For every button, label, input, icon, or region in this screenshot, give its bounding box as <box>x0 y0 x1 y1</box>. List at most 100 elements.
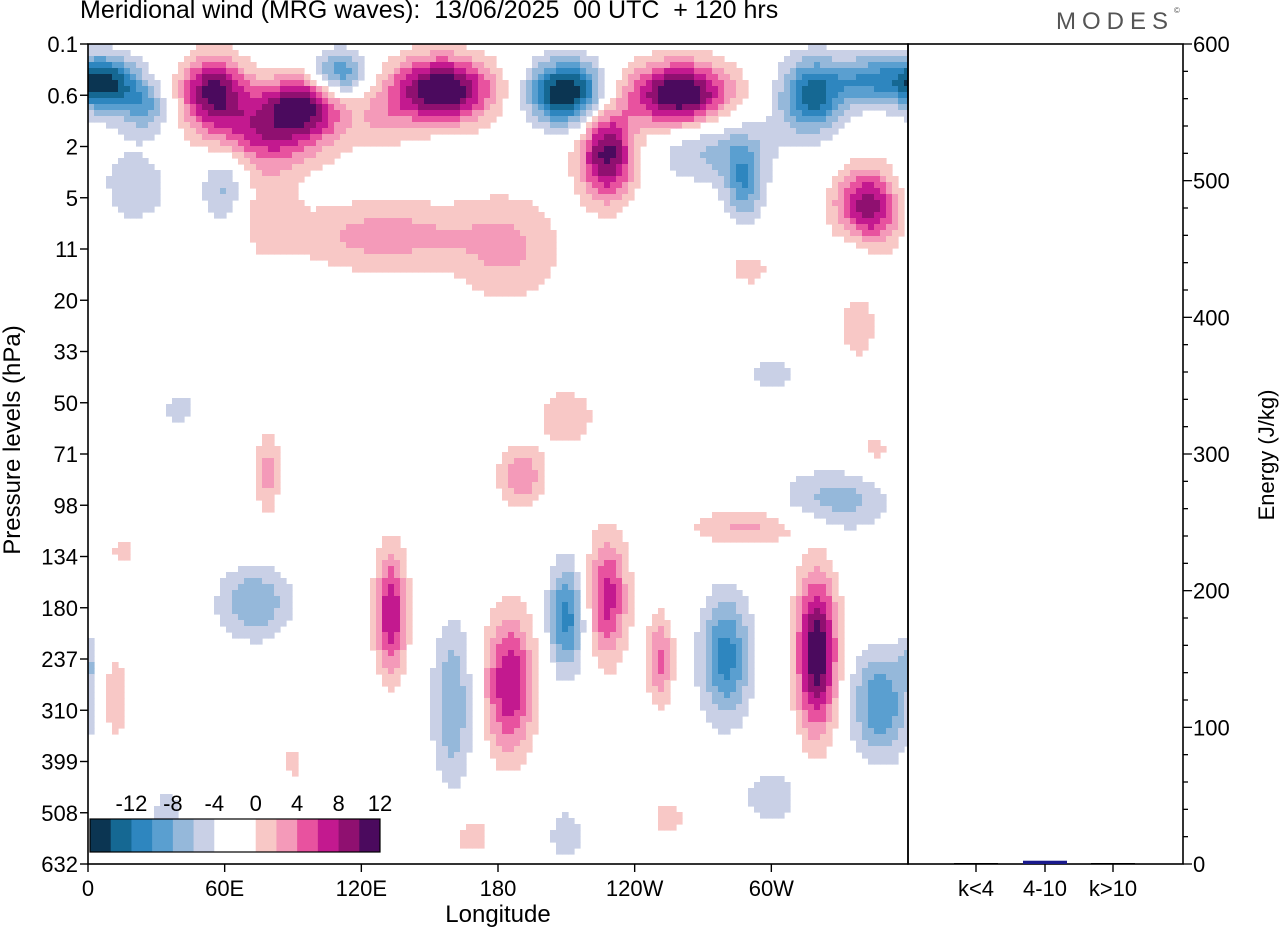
heatmap-cell <box>802 668 809 675</box>
heatmap-cell <box>724 110 731 117</box>
heatmap-cell <box>394 602 401 609</box>
heatmap-cell <box>832 722 839 729</box>
heatmap-cell <box>814 578 821 585</box>
heatmap-cell <box>460 212 467 219</box>
heatmap-cell <box>394 80 401 87</box>
heatmap-cell <box>622 170 629 177</box>
heatmap-cell <box>754 194 761 201</box>
heatmap-cell <box>466 122 473 129</box>
heatmap-cell <box>376 572 383 579</box>
heatmap-cell <box>790 632 797 639</box>
heatmap-cell <box>214 140 221 147</box>
heatmap-cell <box>412 260 419 267</box>
heatmap-cell <box>868 50 875 57</box>
heatmap-cell <box>586 92 593 99</box>
heatmap-cell <box>754 188 761 195</box>
heatmap-cell <box>832 62 839 69</box>
heatmap-cell <box>694 104 701 111</box>
heatmap-cell <box>856 494 863 501</box>
heatmap-cell <box>598 554 605 561</box>
heatmap-cell <box>556 128 563 135</box>
heatmap-cell <box>796 674 803 681</box>
heatmap-cell <box>532 260 539 267</box>
heatmap-cell <box>868 716 875 723</box>
heatmap-cell <box>556 554 563 561</box>
heatmap-cell <box>760 512 767 519</box>
heatmap-cell <box>748 278 755 285</box>
heatmap-cell <box>898 638 905 645</box>
heatmap-cell <box>472 242 479 249</box>
heatmap-cell <box>448 662 455 669</box>
heatmap-cell <box>472 86 479 93</box>
heatmap-cell <box>706 62 713 69</box>
heatmap-cell <box>718 68 725 75</box>
heatmap-cell <box>826 212 833 219</box>
heatmap-cell <box>244 614 251 621</box>
heatmap-cell <box>436 662 443 669</box>
heatmap-cell <box>292 230 299 237</box>
heatmap-cell <box>382 110 389 117</box>
heatmap-cell <box>868 326 875 333</box>
heatmap-cell <box>844 506 851 513</box>
heatmap-cell <box>784 98 791 105</box>
heatmap-cell <box>238 140 245 147</box>
heatmap-cell <box>712 104 719 111</box>
heatmap-cell <box>220 596 227 603</box>
heatmap-cell <box>568 104 575 111</box>
heatmap-cell <box>376 590 383 597</box>
heatmap-cell <box>820 680 827 687</box>
heatmap-cell <box>214 182 221 189</box>
heatmap-cell <box>826 122 833 129</box>
heatmap-cell <box>442 224 449 231</box>
heatmap-cell <box>562 644 569 651</box>
heatmap-cell <box>508 212 515 219</box>
heatmap-cell <box>232 68 239 75</box>
heatmap-cell <box>844 98 851 105</box>
heatmap-cell <box>694 650 701 657</box>
heatmap-cell <box>370 140 377 147</box>
heatmap-cell <box>310 230 317 237</box>
heatmap-cell <box>376 104 383 111</box>
heatmap-cell <box>232 110 239 117</box>
heatmap-cell <box>88 674 95 681</box>
heatmap-cell <box>184 98 191 105</box>
heatmap-cell <box>526 104 533 111</box>
heatmap-cell <box>448 734 455 741</box>
heatmap-cell <box>724 704 731 711</box>
heatmap-cell <box>352 260 359 267</box>
heatmap-cell <box>610 122 617 129</box>
heatmap-cell <box>766 122 773 129</box>
heatmap-cell <box>256 80 263 87</box>
heatmap-cell <box>340 104 347 111</box>
heatmap-cell <box>790 662 797 669</box>
heatmap-cell <box>790 482 797 489</box>
heatmap-cell <box>844 308 851 315</box>
heatmap-cell <box>334 212 341 219</box>
heatmap-cell <box>664 698 671 705</box>
heatmap-cell <box>382 596 389 603</box>
heatmap-cell <box>574 176 581 183</box>
heatmap-cell <box>490 206 497 213</box>
heatmap-cell <box>454 260 461 267</box>
heatmap-cell <box>454 254 461 261</box>
heatmap-cell <box>616 542 623 549</box>
heatmap-cell <box>178 116 185 123</box>
heatmap-cell <box>694 74 701 81</box>
heatmap-cell <box>442 122 449 129</box>
heatmap-cell <box>838 500 845 507</box>
heatmap-cell <box>742 608 749 615</box>
heatmap-cell <box>394 254 401 261</box>
heatmap-cell <box>88 110 95 117</box>
heatmap-cell <box>580 74 587 81</box>
heatmap-cell <box>520 224 527 231</box>
heatmap-cell <box>454 722 461 729</box>
heatmap-cell <box>148 74 155 81</box>
heatmap-cell <box>142 200 149 207</box>
heatmap-cell <box>724 644 731 651</box>
heatmap-cell <box>106 68 113 75</box>
heatmap-cell <box>460 128 467 135</box>
heatmap-cell <box>208 206 215 213</box>
heatmap-cell <box>730 98 737 105</box>
heatmap-cell <box>412 212 419 219</box>
heatmap-cell <box>394 668 401 675</box>
